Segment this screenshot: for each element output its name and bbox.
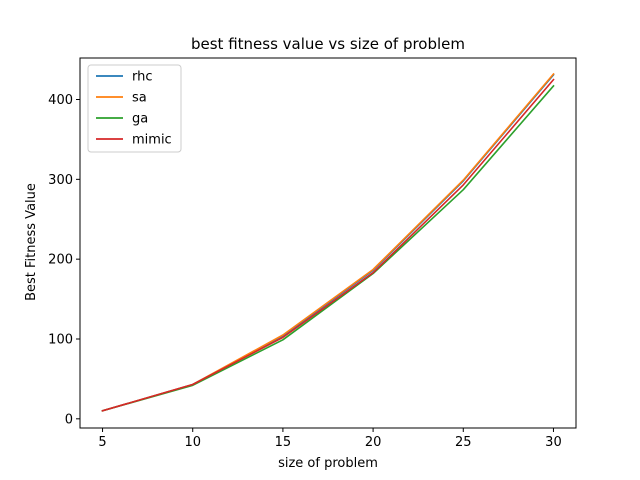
legend-label-sa: sa <box>132 91 147 106</box>
x-tick-label: 30 <box>545 435 562 450</box>
legend-label-mimic: mimic <box>132 133 172 148</box>
series-line-mimic <box>101 78 555 412</box>
x-tick-label: 15 <box>275 435 292 450</box>
x-tick-label: 20 <box>365 435 382 450</box>
legend: rhc sa ga mimic <box>87 64 182 153</box>
x-axis-label: size of problem <box>278 456 378 471</box>
legend-label-ga: ga <box>132 112 148 127</box>
x-tick-label: 10 <box>184 435 201 450</box>
y-tick-label: 300 <box>48 173 73 188</box>
y-tick-label: 100 <box>48 332 73 347</box>
legend-label-rhc: rhc <box>132 70 153 85</box>
y-tick-label: 0 <box>65 412 73 427</box>
legend-box <box>87 64 182 153</box>
x-tick-label: 5 <box>98 435 106 450</box>
x-tick-label: 25 <box>455 435 472 450</box>
plot-frame <box>79 57 577 429</box>
y-axis-label: Best Fitness Value <box>24 183 39 301</box>
chart-title: best fitness value vs size of problem <box>191 35 465 53</box>
y-tick-label: 400 <box>48 93 73 108</box>
y-tick-label: 200 <box>48 253 73 268</box>
